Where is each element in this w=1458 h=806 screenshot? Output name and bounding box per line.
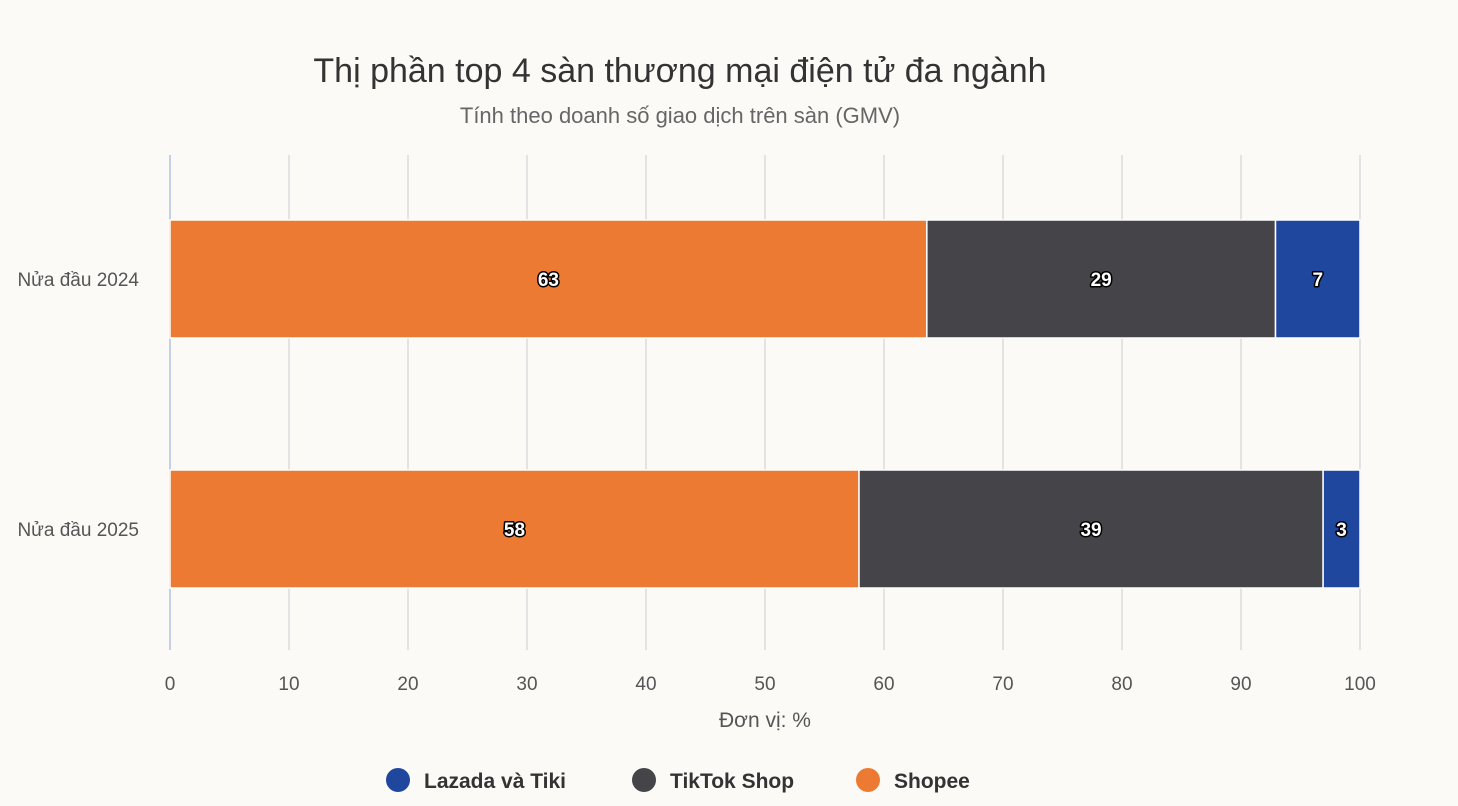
- data-labels: 63 29 7 58 39 3: [502, 269, 1348, 543]
- x-tick-label-0: 0: [165, 674, 176, 695]
- x-tick-label-50: 50: [754, 674, 775, 695]
- legend-label[interactable]: TikTok Shop: [670, 770, 794, 793]
- x-tick-label-60: 60: [873, 674, 894, 695]
- legend-marker: [386, 768, 410, 792]
- category-label: Nửa đầu 2025: [17, 520, 139, 541]
- chart-subtitle: Tính theo doanh số giao dịch trên sàn (G…: [460, 103, 900, 128]
- bars: [169, 219, 1361, 589]
- x-tick-label-10: 10: [278, 674, 299, 695]
- legend: Lazada và Tiki TikTok Shop Shopee: [386, 768, 970, 793]
- category-label: Nửa đầu 2024: [17, 270, 139, 291]
- legend-marker: [856, 768, 880, 792]
- bar-shopee-2: [169, 469, 860, 589]
- x-tick-label-20: 20: [397, 674, 418, 695]
- x-tick-labels: 0 10 20 30 40 50 60 70 80 90 100: [165, 674, 1376, 695]
- chart-title: Thị phần top 4 sàn thương mại điện tử đa…: [313, 52, 1046, 90]
- x-tick-label-40: 40: [635, 674, 656, 695]
- data-label: 63: [538, 270, 559, 291]
- x-tick-label-90: 90: [1230, 674, 1251, 695]
- category-labels: Nửa đầu 2024 Nửa đầu 2025: [17, 270, 139, 541]
- bar-tiktok-shop-1: [926, 219, 1277, 339]
- bar-shopee-1: [169, 219, 928, 339]
- legend-marker: [632, 768, 656, 792]
- data-label: 7: [1312, 270, 1323, 291]
- x-tick-label-100: 100: [1344, 674, 1376, 695]
- bar-lazada-và-tiki-1: [1274, 219, 1361, 339]
- x-axis-title: Đơn vị: %: [719, 709, 811, 732]
- legend-label[interactable]: Lazada và Tiki: [424, 770, 566, 793]
- legend-label[interactable]: Shopee: [894, 770, 970, 793]
- x-tick-label-70: 70: [992, 674, 1013, 695]
- x-tick-label-80: 80: [1111, 674, 1132, 695]
- bar-tiktok-shop-2: [858, 469, 1324, 589]
- data-label: 39: [1080, 520, 1101, 541]
- x-tick-label-30: 30: [516, 674, 537, 695]
- data-label: 3: [1336, 520, 1347, 541]
- bar-lazada-và-tiki-2: [1322, 469, 1361, 589]
- data-label: 29: [1091, 270, 1112, 291]
- data-label: 58: [504, 520, 525, 541]
